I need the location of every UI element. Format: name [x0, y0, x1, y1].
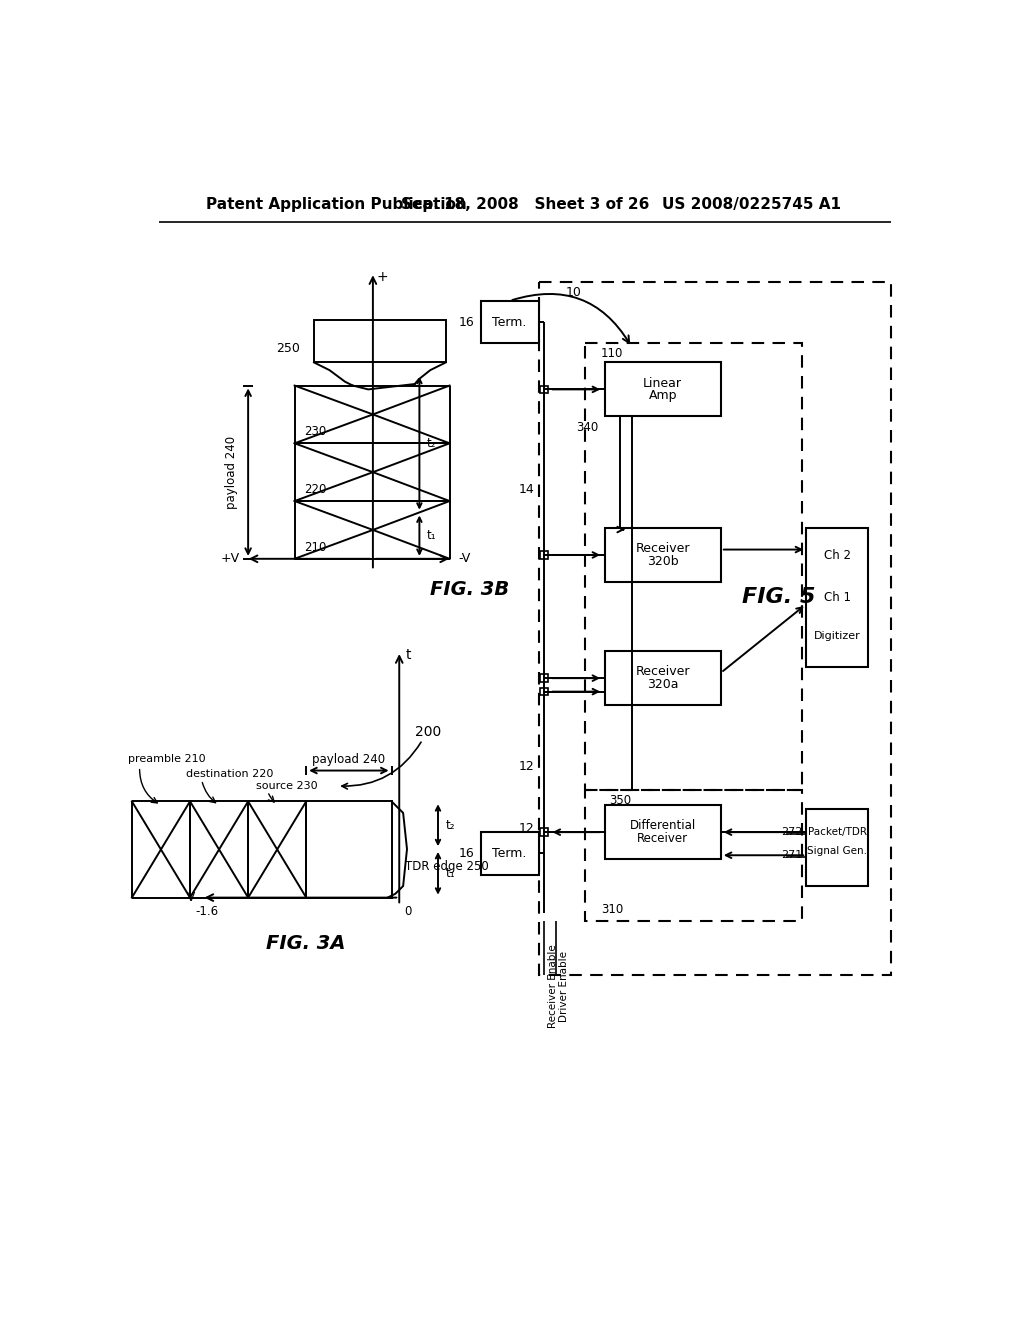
- Bar: [586, 789, 802, 921]
- Text: +: +: [377, 271, 388, 284]
- Text: t₂: t₂: [445, 818, 455, 832]
- Text: Sep. 18, 2008   Sheet 3 of 26: Sep. 18, 2008 Sheet 3 of 26: [400, 197, 649, 213]
- Bar: [541, 552, 548, 558]
- Text: Receiver: Receiver: [636, 665, 690, 678]
- Text: FIG. 3A: FIG. 3A: [266, 935, 346, 953]
- Bar: [806, 528, 868, 667]
- Text: Linear: Linear: [643, 376, 682, 389]
- Text: Term.: Term.: [493, 847, 527, 859]
- Bar: [314, 321, 445, 363]
- Text: 14: 14: [519, 483, 535, 496]
- Text: Ch 1: Ch 1: [823, 591, 851, 603]
- Text: payload 240: payload 240: [312, 754, 385, 767]
- Text: Receiver: Receiver: [637, 832, 688, 845]
- Text: TDR edge 250: TDR edge 250: [406, 861, 489, 874]
- Text: t: t: [406, 648, 412, 663]
- Text: destination 220: destination 220: [186, 770, 273, 779]
- Text: preamble 210: preamble 210: [128, 754, 206, 764]
- Text: 272: 272: [781, 828, 802, 837]
- Text: -V: -V: [183, 891, 196, 904]
- Text: Amp: Amp: [648, 389, 677, 403]
- Text: 12: 12: [519, 822, 535, 834]
- Text: Packet/TDR: Packet/TDR: [808, 828, 866, 837]
- Text: Patent Application Publication: Patent Application Publication: [206, 197, 466, 213]
- Text: t₁: t₁: [445, 867, 456, 880]
- Bar: [604, 651, 721, 705]
- Text: source 230: source 230: [256, 781, 317, 791]
- Bar: [539, 281, 891, 974]
- Text: 230: 230: [304, 425, 327, 438]
- Bar: [806, 809, 868, 886]
- Text: 250: 250: [276, 342, 300, 355]
- Text: t₂: t₂: [427, 437, 436, 450]
- Text: 310: 310: [601, 903, 623, 916]
- Text: 320b: 320b: [647, 554, 679, 568]
- Bar: [480, 301, 539, 343]
- Bar: [480, 832, 539, 874]
- Bar: [541, 688, 548, 696]
- Text: Differential: Differential: [630, 820, 696, 833]
- Text: Ch 2: Ch 2: [823, 549, 851, 562]
- Text: Digitizer: Digitizer: [814, 631, 860, 642]
- Text: +V: +V: [220, 552, 240, 565]
- Text: Term.: Term.: [493, 315, 527, 329]
- Text: 350: 350: [609, 795, 631, 807]
- Text: Receiver Enable: Receiver Enable: [548, 944, 558, 1028]
- Text: FIG. 5: FIG. 5: [742, 587, 816, 607]
- Text: US 2008/0225745 A1: US 2008/0225745 A1: [662, 197, 841, 213]
- Text: Driver Enable: Driver Enable: [558, 950, 568, 1022]
- Bar: [586, 343, 802, 789]
- Text: 110: 110: [601, 347, 624, 360]
- Text: 16: 16: [459, 847, 474, 859]
- Text: payload 240: payload 240: [224, 436, 238, 508]
- Bar: [604, 805, 721, 859]
- Text: -1.6: -1.6: [196, 906, 218, 917]
- Text: t₁: t₁: [427, 529, 436, 543]
- Bar: [604, 363, 721, 416]
- Text: 0: 0: [403, 906, 412, 917]
- Text: 340: 340: [577, 421, 598, 434]
- Bar: [306, 801, 391, 898]
- Bar: [604, 528, 721, 582]
- Text: 271: 271: [781, 850, 802, 861]
- Text: Signal Gen.: Signal Gen.: [807, 846, 867, 857]
- Text: 210: 210: [304, 541, 327, 554]
- Text: Receiver: Receiver: [636, 543, 690, 556]
- Text: 10: 10: [566, 286, 582, 298]
- Bar: [541, 385, 548, 393]
- Text: 320a: 320a: [647, 677, 679, 690]
- Text: 16: 16: [459, 315, 474, 329]
- Text: FIG. 3B: FIG. 3B: [430, 579, 510, 599]
- Text: 12: 12: [519, 760, 535, 774]
- Bar: [541, 675, 548, 682]
- Text: 220: 220: [304, 483, 327, 496]
- Text: -V: -V: [458, 552, 470, 565]
- Bar: [541, 829, 548, 836]
- Text: 200: 200: [415, 725, 441, 739]
